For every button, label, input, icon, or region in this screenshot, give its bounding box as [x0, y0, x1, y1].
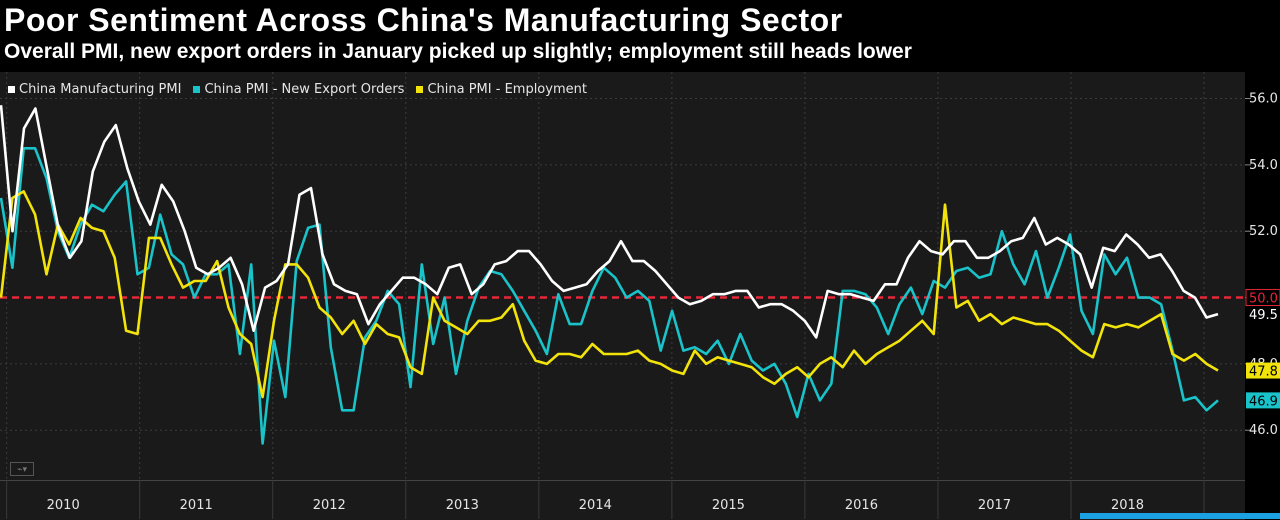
legend-item-export-orders[interactable]: China PMI - New Export Orders	[193, 82, 404, 97]
x-tick-label: 2011	[180, 498, 213, 513]
end-label-box-export-orders	[1246, 392, 1280, 409]
series-end-labels: 49.5 46.9 47.8	[1246, 306, 1280, 409]
legend-swatch-employment	[416, 86, 424, 93]
series-line-employment	[0, 190, 1219, 399]
chart-type-icon[interactable]: ⌁▾	[10, 462, 34, 476]
x-axis-strip	[0, 480, 1245, 520]
legend-label-employment: China PMI - Employment	[427, 82, 587, 97]
legend-item-employment[interactable]: China PMI - Employment	[416, 82, 587, 97]
y-axis-ticks: 56.054.052.050.048.046.0	[1245, 92, 1278, 438]
legend-item-pmi[interactable]: China Manufacturing PMI	[8, 82, 181, 97]
end-label-box-employment	[1246, 362, 1280, 379]
y-tick-label: 52.0	[1249, 224, 1278, 239]
end-label-employment: 47.8	[1249, 365, 1278, 380]
bottom-accent-bar	[1080, 513, 1280, 519]
x-tick-label: 2014	[579, 498, 612, 513]
x-tick-label: 2010	[47, 498, 80, 513]
x-tick-label: 2013	[446, 498, 479, 513]
y-tick-label: 46.0	[1249, 423, 1278, 438]
series-lines	[0, 105, 1219, 445]
x-tick-label: 2017	[978, 498, 1011, 513]
chart-subtitle: Overall PMI, new export orders in Januar…	[4, 40, 912, 63]
end-label-export-orders: 46.9	[1249, 394, 1278, 409]
y-tick-label: 54.0	[1249, 158, 1278, 173]
series-line-export-orders	[0, 147, 1219, 445]
x-tick-label: 2015	[712, 498, 745, 513]
end-label-box-pmi	[1246, 306, 1280, 323]
legend-swatch-export-orders	[193, 86, 201, 93]
x-tick-label: 2016	[845, 498, 878, 513]
y-tick-label: 56.0	[1249, 92, 1278, 107]
x-axis-ticks: 2010 2011 2012 2013 2014 2015 2016 2017 2018	[6, 480, 1205, 519]
x-tick-label: 2012	[313, 498, 346, 513]
legend-label-export-orders: China PMI - New Export Orders	[204, 82, 405, 97]
series-line-pmi	[0, 105, 1219, 339]
grid-lines	[0, 72, 1245, 480]
legend: China Manufacturing PMI China PMI - New …	[8, 82, 587, 97]
x-tick-label: 2018	[1111, 498, 1144, 513]
reference-label-box	[1245, 289, 1280, 307]
legend-label-pmi: China Manufacturing PMI	[19, 82, 182, 97]
reference-label: 50.0	[1249, 292, 1278, 307]
chart-title: Poor Sentiment Across China's Manufactur…	[4, 2, 843, 38]
end-label-pmi: 49.5	[1249, 308, 1278, 323]
reference-line-group: 50.0	[0, 289, 1280, 307]
legend-swatch-pmi	[8, 86, 15, 93]
